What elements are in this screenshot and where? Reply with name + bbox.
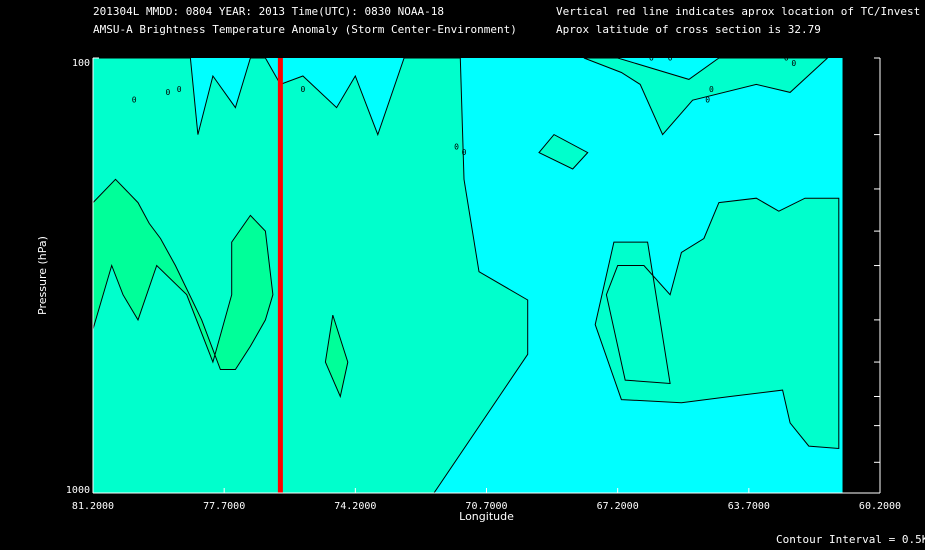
x-axis-title: Longitude — [459, 510, 514, 523]
contour-label: 0 — [177, 85, 182, 94]
contour-fill-mid-3 — [595, 198, 839, 449]
x-tick-label: 63.7000 — [728, 501, 770, 512]
contour-label: 0 — [705, 96, 710, 105]
x-tick-label: 74.2000 — [334, 501, 376, 512]
y-axis-title: Pressure (hPa) — [36, 236, 49, 315]
contour-label: 0 — [709, 85, 714, 94]
contour-fill-mid-0 — [93, 58, 528, 493]
header-line2-right: Aprox latitude of cross section is 32.79 — [556, 23, 821, 36]
contour-label: 0 — [784, 54, 789, 63]
contour-label: 0 — [300, 85, 305, 94]
contour-fill-mid-2 — [583, 58, 828, 135]
header-line1-right: Vertical red line indicates aprox locati… — [556, 5, 921, 18]
header-line1-left: 201304L MMDD: 0804 YEAR: 2013 Time(UTC):… — [93, 5, 444, 18]
contour-label: 0 — [132, 96, 137, 105]
x-tick-label: 81.2000 — [72, 501, 114, 512]
x-tick-label: 70.7000 — [465, 501, 507, 512]
axes: 81.2000 77.7000 74.2000 70.7000 67.2000 63.70… — [36, 57, 901, 523]
y-tick-label: 1000 — [66, 485, 90, 496]
contour-label: 0 — [454, 142, 459, 151]
x-tick-label: 60.2000 — [859, 501, 901, 512]
contour-fill-high-1 — [325, 315, 348, 397]
contour-interval-label: Contour Interval = 0.5K — [776, 533, 925, 546]
contour-label: 0 — [668, 54, 673, 63]
x-tick-label: 77.7000 — [203, 501, 245, 512]
contour-line-mid-3 — [594, 197, 840, 450]
contour-line-high-1 — [324, 314, 349, 399]
contour-label: 0 — [166, 88, 171, 97]
chart-title: AMSU-A Brightness Temperature Anomaly (S… — [93, 23, 517, 36]
contour-label: 0 — [649, 54, 654, 63]
contour-line-mid-2 — [583, 57, 829, 136]
contour-label: 0 — [791, 59, 796, 68]
contour-fills — [93, 58, 839, 493]
contour-fill-high-0 — [93, 179, 273, 370]
contour-label: 0 — [462, 148, 467, 157]
contour-line-mid-1 — [538, 133, 589, 170]
contour-lines — [92, 57, 840, 494]
y-tick-label: 100 — [72, 58, 90, 69]
contour-line-high-0 — [92, 178, 274, 370]
contour-fill-mid-1 — [539, 134, 588, 169]
x-tick-label: 67.2000 — [597, 501, 639, 512]
contour-line-mid-0 — [92, 57, 529, 494]
